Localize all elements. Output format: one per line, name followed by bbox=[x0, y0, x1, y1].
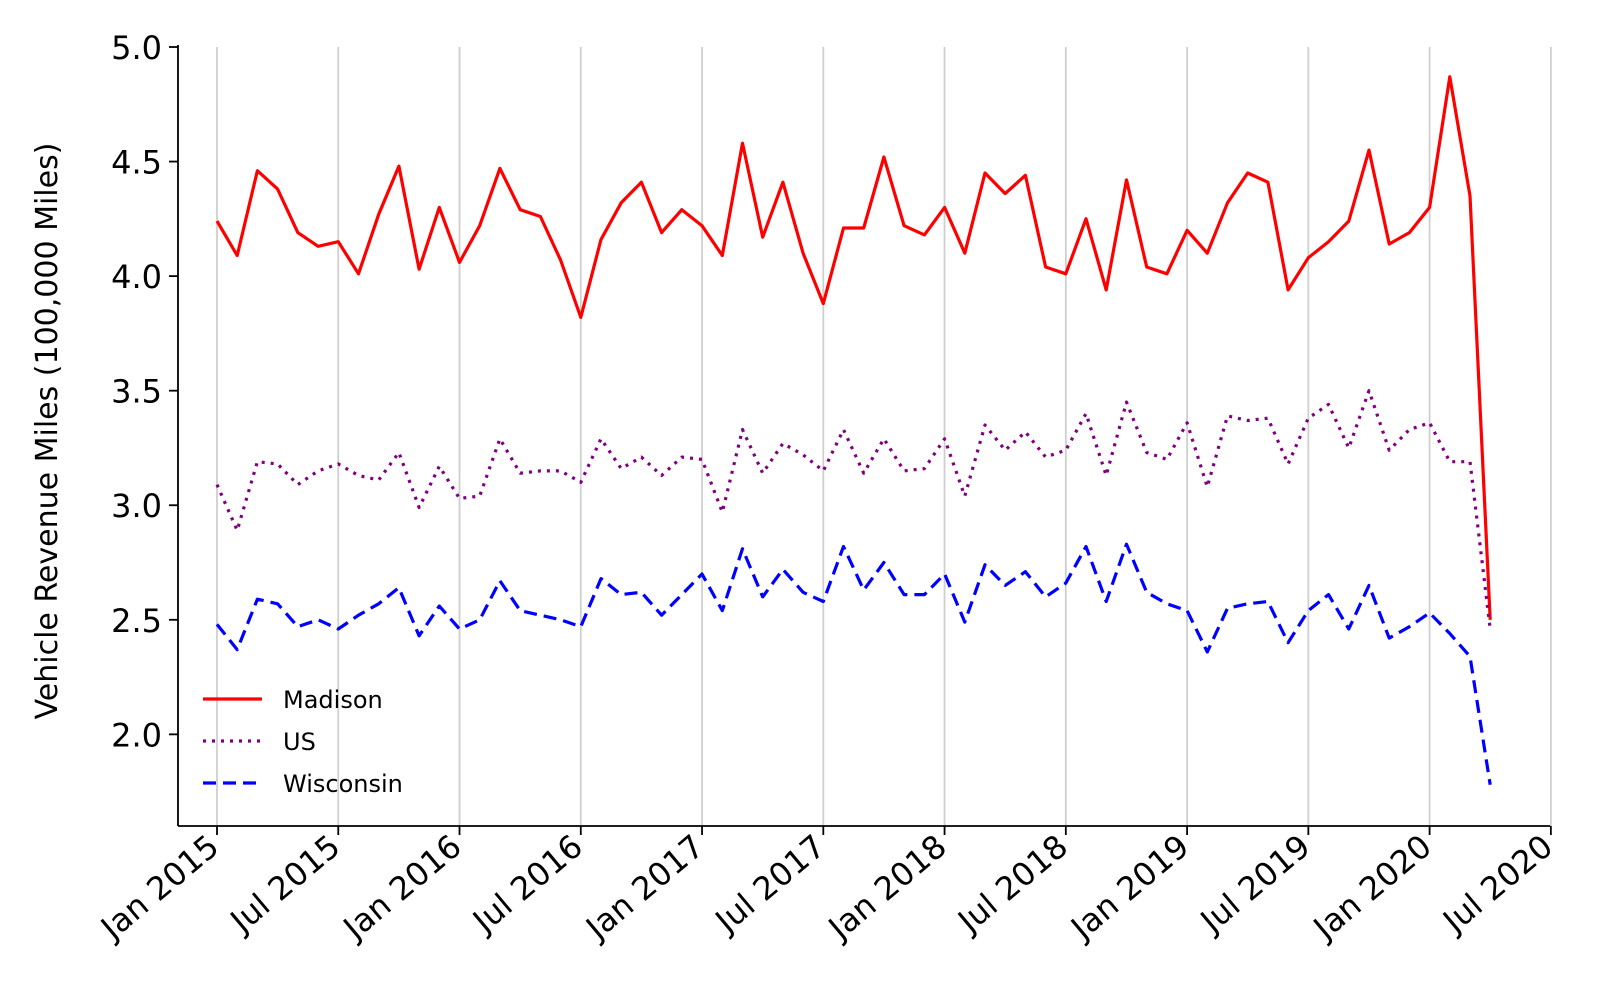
y-tick-label: 2.0 bbox=[111, 716, 162, 754]
series-line-wisconsin bbox=[215, 542, 1492, 786]
y-tick-label: 2.5 bbox=[111, 602, 162, 640]
x-tick-label: Jan 2018 bbox=[820, 827, 954, 948]
y-axis-ticks: 2.0 2.5 3.0 3.5 4.0 4.5 5.0 bbox=[111, 29, 178, 754]
y-tick-label: 4.5 bbox=[111, 144, 162, 182]
grid-lines bbox=[216, 47, 1552, 826]
legend-label-wisconsin: Wisconsin bbox=[283, 770, 403, 798]
axes bbox=[177, 45, 1550, 827]
x-tick-label: Jan 2017 bbox=[577, 827, 711, 948]
x-tick-label: Jul 2018 bbox=[949, 827, 1075, 941]
y-tick-label: 3.0 bbox=[111, 487, 162, 525]
x-tick-label: Jul 2017 bbox=[707, 827, 833, 941]
x-tick-label: Jul 2015 bbox=[222, 827, 348, 941]
y-axis-label: Vehicle Revenue Miles (100,000 Miles) bbox=[30, 143, 65, 720]
series-line-us bbox=[215, 389, 1492, 630]
x-tick-label: Jul 2016 bbox=[464, 827, 590, 941]
series-lines bbox=[215, 75, 1492, 786]
x-tick-label: Jan 2020 bbox=[1305, 827, 1439, 948]
y-tick-label: 4.0 bbox=[111, 258, 162, 296]
legend-label-madison: Madison bbox=[283, 686, 383, 714]
x-tick-label: Jan 2019 bbox=[1062, 827, 1196, 948]
x-tick-label: Jul 2019 bbox=[1192, 827, 1318, 941]
y-tick-label: 5.0 bbox=[111, 29, 162, 67]
x-tick-label: Jan 2015 bbox=[92, 827, 226, 948]
y-tick-label: 3.5 bbox=[111, 373, 162, 411]
legend-label-us: US bbox=[283, 728, 316, 756]
series-line-madison bbox=[215, 75, 1492, 620]
x-tick-label: Jul 2020 bbox=[1434, 827, 1560, 941]
legend: Madison US Wisconsin bbox=[203, 686, 403, 798]
x-tick-label: Jan 2016 bbox=[335, 827, 469, 948]
